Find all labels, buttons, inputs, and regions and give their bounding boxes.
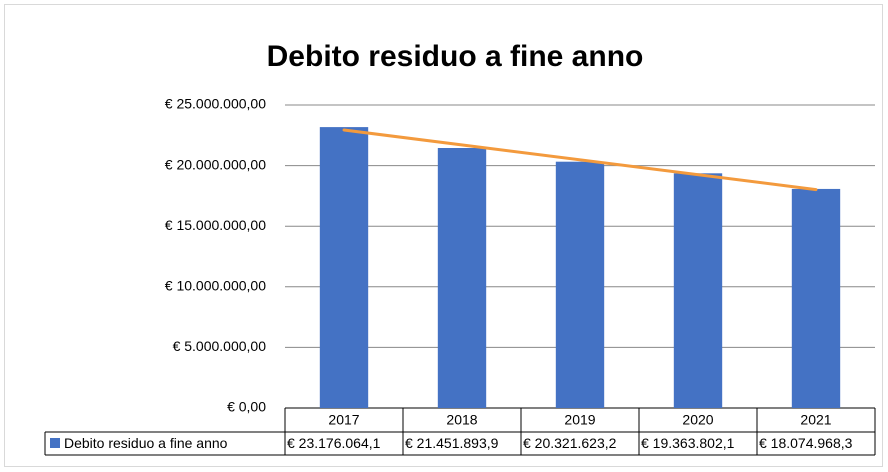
bar — [555, 161, 605, 408]
data-label: € 20.321.623,2 — [523, 435, 617, 451]
x-tick-label: 2017 — [328, 412, 359, 428]
data-label: € 23.176.064,1 — [287, 435, 381, 451]
data-label: € 21.451.893,9 — [405, 435, 499, 451]
legend-label: Debito residuo a fine anno — [64, 435, 228, 451]
x-tick-label: 2021 — [800, 412, 831, 428]
chart-title: Debito residuo a fine anno — [267, 40, 644, 73]
x-tick-label: 2019 — [564, 412, 595, 428]
y-tick-label: € 15.000.000,00 — [165, 217, 266, 233]
legend-swatch — [50, 438, 60, 448]
data-label: € 19.363.802,1 — [641, 435, 735, 451]
bar — [437, 148, 487, 408]
trendline — [342, 128, 818, 192]
bar — [791, 188, 841, 408]
y-tick-label: € 25.000.000,00 — [165, 96, 266, 112]
y-tick-label: € 0,00 — [227, 399, 266, 415]
bar — [319, 127, 369, 408]
data-label: € 18.074.968,3 — [759, 435, 853, 451]
y-tick-label: € 5.000.000,00 — [173, 338, 267, 354]
x-tick-label: 2018 — [446, 412, 477, 428]
bar — [673, 173, 723, 408]
y-tick-label: € 10.000.000,00 — [165, 278, 266, 294]
x-tick-label: 2020 — [682, 412, 713, 428]
y-tick-label: € 20.000.000,00 — [165, 156, 266, 172]
